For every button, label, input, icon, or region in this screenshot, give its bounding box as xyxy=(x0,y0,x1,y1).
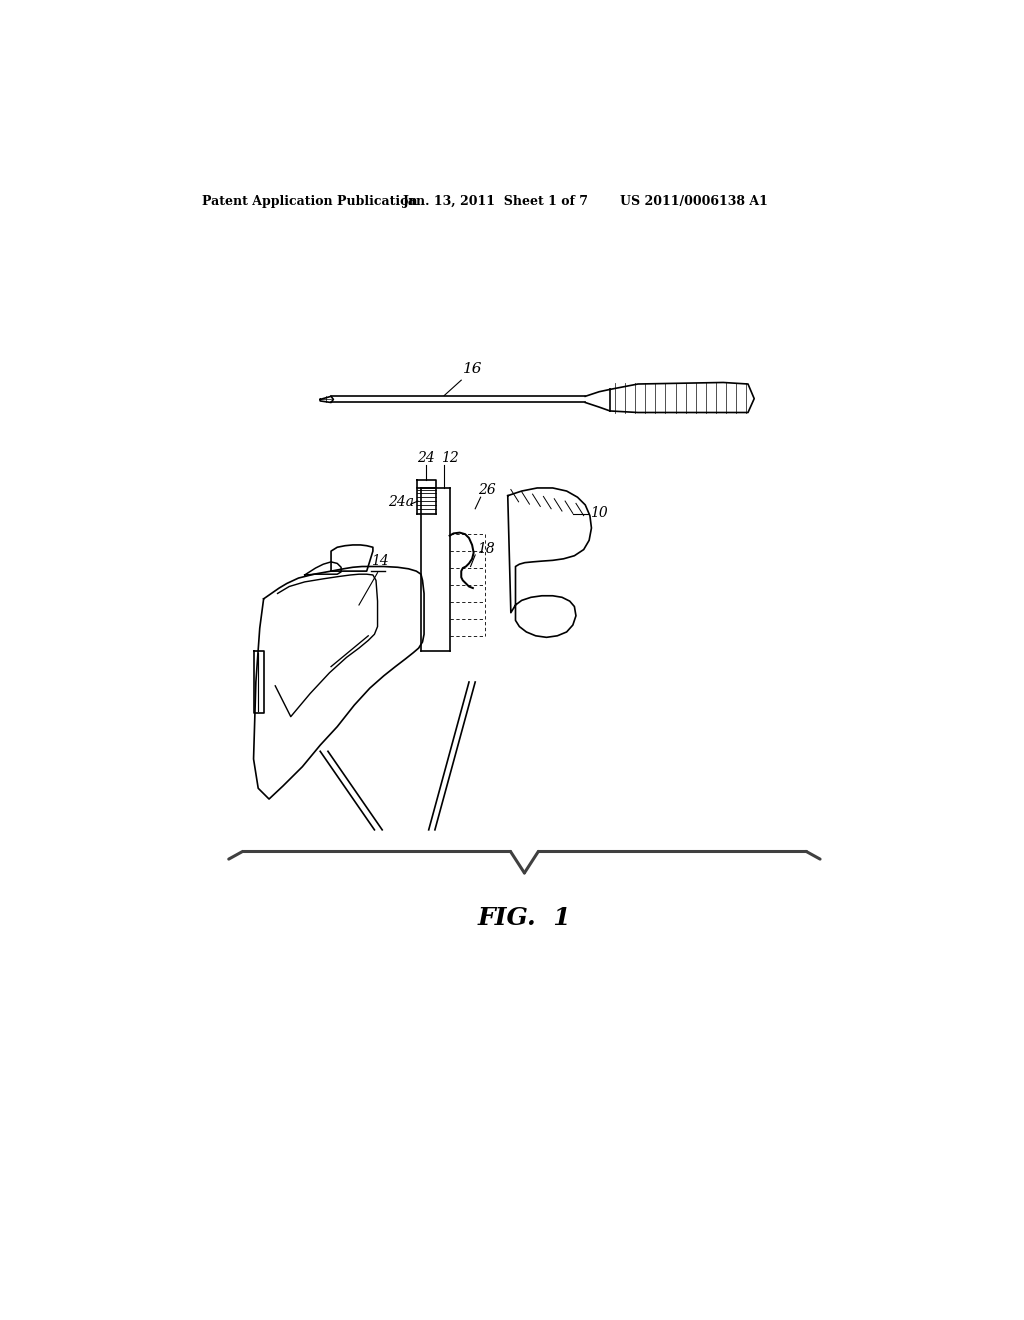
Text: 24a: 24a xyxy=(388,495,414,510)
Text: 12: 12 xyxy=(441,451,459,465)
Text: 10: 10 xyxy=(590,507,607,520)
Text: 26: 26 xyxy=(478,483,496,498)
Text: FIG.  1: FIG. 1 xyxy=(477,906,571,929)
Text: US 2011/0006138 A1: US 2011/0006138 A1 xyxy=(621,195,768,209)
Text: Patent Application Publication: Patent Application Publication xyxy=(202,195,417,209)
Text: Jan. 13, 2011  Sheet 1 of 7: Jan. 13, 2011 Sheet 1 of 7 xyxy=(403,195,589,209)
Text: 16: 16 xyxy=(463,362,482,376)
Text: 18: 18 xyxy=(477,541,495,556)
Text: 24: 24 xyxy=(417,451,435,465)
Text: 14: 14 xyxy=(372,554,389,568)
